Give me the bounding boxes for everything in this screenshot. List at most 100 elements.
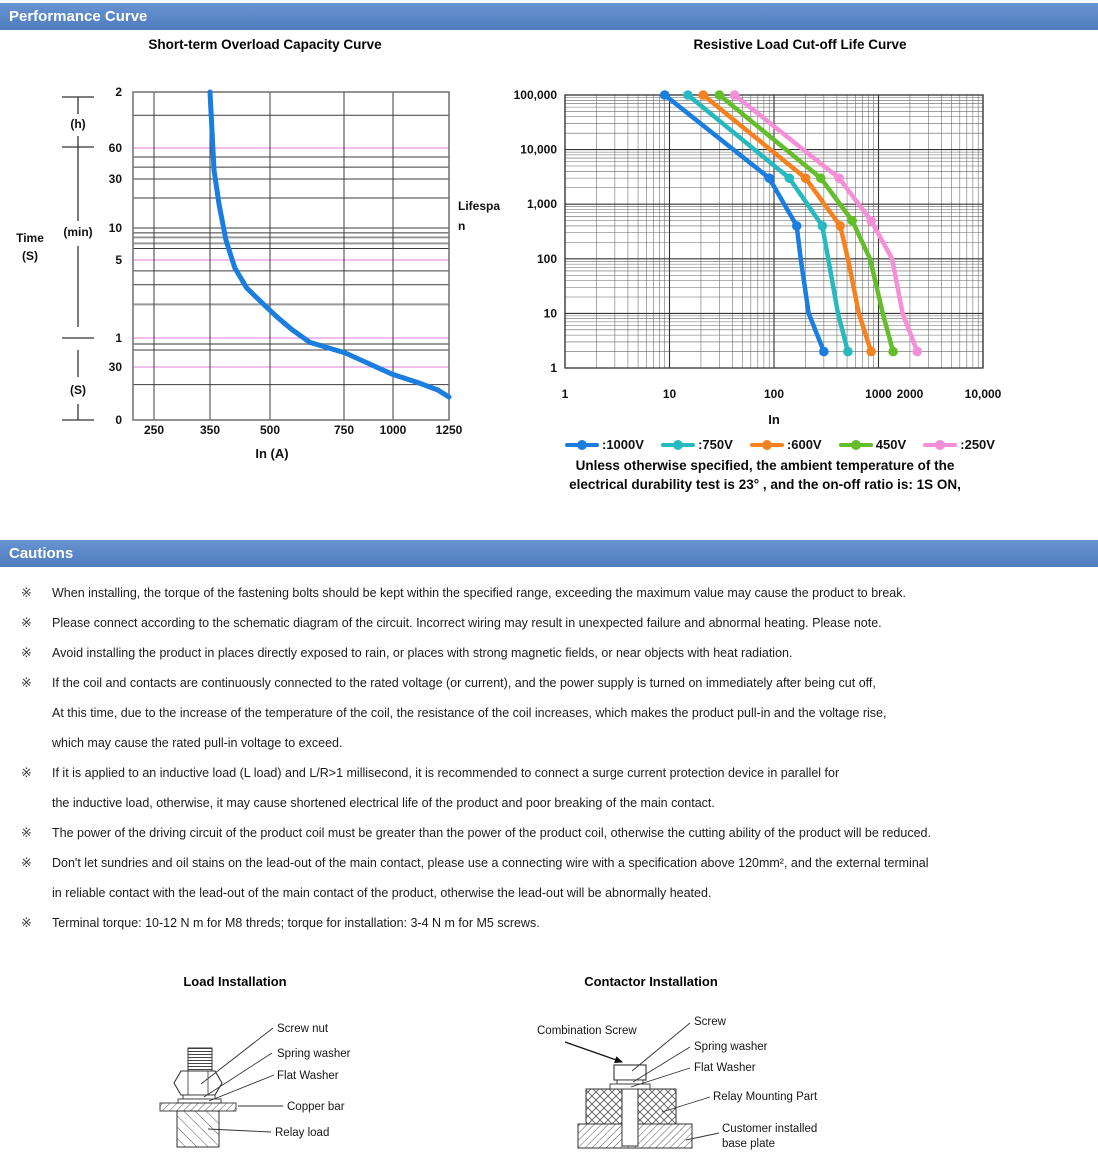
legend-dot-icon	[935, 439, 946, 450]
y-axis-title: Time	[16, 231, 44, 245]
legend-dot-icon	[673, 439, 684, 450]
data-point	[843, 346, 853, 357]
life-curve	[717, 92, 896, 354]
part-label: Screw	[694, 1016, 727, 1028]
y-tick-label: 100,000	[514, 88, 558, 102]
caution-item: in reliable contact with the lead-out of…	[0, 878, 1098, 908]
data-point	[815, 173, 826, 183]
caution-text: If the coil and contacts are continuousl…	[52, 676, 876, 690]
reference-mark-icon: ※	[21, 765, 32, 780]
x-tick-label: 100	[764, 387, 784, 401]
left-chart-title: Short-term Overload Capacity Curve	[148, 37, 382, 52]
caution-text: Avoid installing the product in places d…	[52, 646, 793, 660]
part-label: Screw nut	[277, 1023, 329, 1035]
data-point	[659, 90, 670, 100]
x-tick-label: 1	[562, 387, 569, 401]
screw-stud-shape	[187, 1047, 213, 1073]
cutoff-life-chart: 1 10 100 1000 2000 10,000 100,000 10,000 1,000 10…	[458, 88, 1002, 427]
part-label: Spring washer	[277, 1048, 351, 1060]
caution-item: ※ Terminal torque: 10-12 N m for M8 thred…	[0, 908, 1098, 938]
caution-item: ※ Don't let sundries and oil stains on th…	[0, 848, 1098, 878]
x-tick-label: 10	[663, 387, 677, 401]
data-point	[729, 90, 740, 100]
flat-washer-shape	[609, 1083, 651, 1090]
caution-text: At this time, due to the increase of the…	[52, 706, 887, 720]
legend-item: :1000V	[565, 437, 644, 452]
data-point	[698, 90, 708, 100]
y-tick-label: 30	[109, 172, 123, 186]
part-label: Customer installed	[722, 1123, 817, 1135]
data-point	[866, 215, 876, 226]
leader-lines	[630, 1022, 720, 1141]
plot-border	[564, 94, 984, 369]
data-point	[835, 221, 845, 231]
data-point	[888, 346, 898, 357]
x-tick-label: 1000	[865, 387, 892, 401]
y-tick-label: 1	[550, 361, 557, 375]
reference-mark-icon: ※	[21, 615, 32, 630]
reference-mark-icon: ※	[21, 585, 32, 600]
y-unit-label: (S)	[70, 383, 86, 397]
mounting-part-left-shape	[585, 1088, 623, 1125]
x-tick-label: 350	[200, 423, 220, 437]
part-label: Flat Washer	[694, 1062, 756, 1074]
legend-marker-icon	[565, 439, 599, 450]
data-point	[800, 173, 811, 183]
x-tick-label: 750	[334, 423, 354, 437]
data-point	[866, 346, 876, 357]
legend-marker-icon	[838, 439, 873, 450]
y-tick-label: 60	[109, 141, 123, 155]
legend-dot-icon	[761, 439, 772, 450]
section-header-performance-curve: Performance Curve	[0, 3, 1098, 30]
life-curve	[662, 92, 827, 354]
part-label: base plate	[722, 1138, 775, 1150]
part-label: Copper bar	[287, 1101, 345, 1113]
life-curve	[700, 92, 874, 354]
overload-capacity-chart: 250 350 500 750 1000 1250 2 60 30 10 5 1 30 0 (h) (min)…	[16, 85, 463, 461]
reference-mark-icon: ※	[21, 675, 32, 690]
reference-mark-icon: ※	[21, 825, 32, 840]
legend-label: :250V	[960, 437, 995, 452]
spring-washer-shape	[616, 1079, 644, 1085]
y-tick-label: 2	[115, 85, 122, 99]
legend-dot-icon	[577, 439, 587, 450]
caution-text: The power of the driving circuit of the …	[52, 826, 931, 840]
load-installation-diagram: Load Installation Screw nut Spring washe…	[159, 974, 351, 1148]
caution-text: Please connect according to the schemati…	[52, 616, 882, 630]
x-tick-label: 1000	[380, 423, 407, 437]
legend-item: :600V	[749, 437, 822, 452]
part-label: Spring washer	[694, 1041, 768, 1053]
y-axis-title: Lifespa	[458, 199, 500, 213]
data-point	[817, 221, 828, 231]
caution-item: ※ If it is applied to an inductive load (…	[0, 758, 1098, 788]
y-tick-label: 10,000	[520, 143, 557, 157]
note-line: electrical durability test is 23° , and …	[569, 477, 961, 492]
legend-marker-icon	[923, 439, 958, 450]
legend-item: :750V	[661, 437, 733, 452]
y-tick-label: 100	[537, 252, 557, 266]
gridlines	[564, 94, 984, 369]
legend-label: :750V	[698, 437, 733, 452]
caution-text: If it is applied to an inductive load (L…	[52, 766, 840, 780]
x-axis-title: In	[768, 412, 780, 427]
mounting-part-right-shape	[637, 1088, 677, 1125]
legend-label: 450V	[875, 437, 907, 452]
legend-marker-icon	[749, 439, 784, 450]
legend-label: :600V	[786, 437, 822, 452]
y-axis-title: (S)	[22, 249, 38, 263]
legend-dot-icon	[850, 439, 861, 450]
part-label: Combination Screw	[537, 1025, 637, 1037]
data-point	[764, 173, 775, 183]
combination-screw-arrow	[564, 1041, 624, 1064]
caution-item: ※ The power of the driving circuit of the…	[0, 818, 1098, 848]
copper-bar-shape	[159, 1102, 237, 1112]
caution-item: the inductive load, otherwise, it may ca…	[0, 788, 1098, 818]
life-curve	[685, 92, 851, 354]
data-point	[847, 215, 857, 226]
chart-note: Unless otherwise specified, the ambient …	[455, 456, 1075, 494]
chart-legend: :1000V :750V :600V 450V :250V	[565, 437, 995, 452]
y-tick-label: 5	[115, 253, 122, 267]
caution-text: the inductive load, otherwise, it may ca…	[52, 796, 715, 810]
leader-lines	[200, 1027, 283, 1133]
